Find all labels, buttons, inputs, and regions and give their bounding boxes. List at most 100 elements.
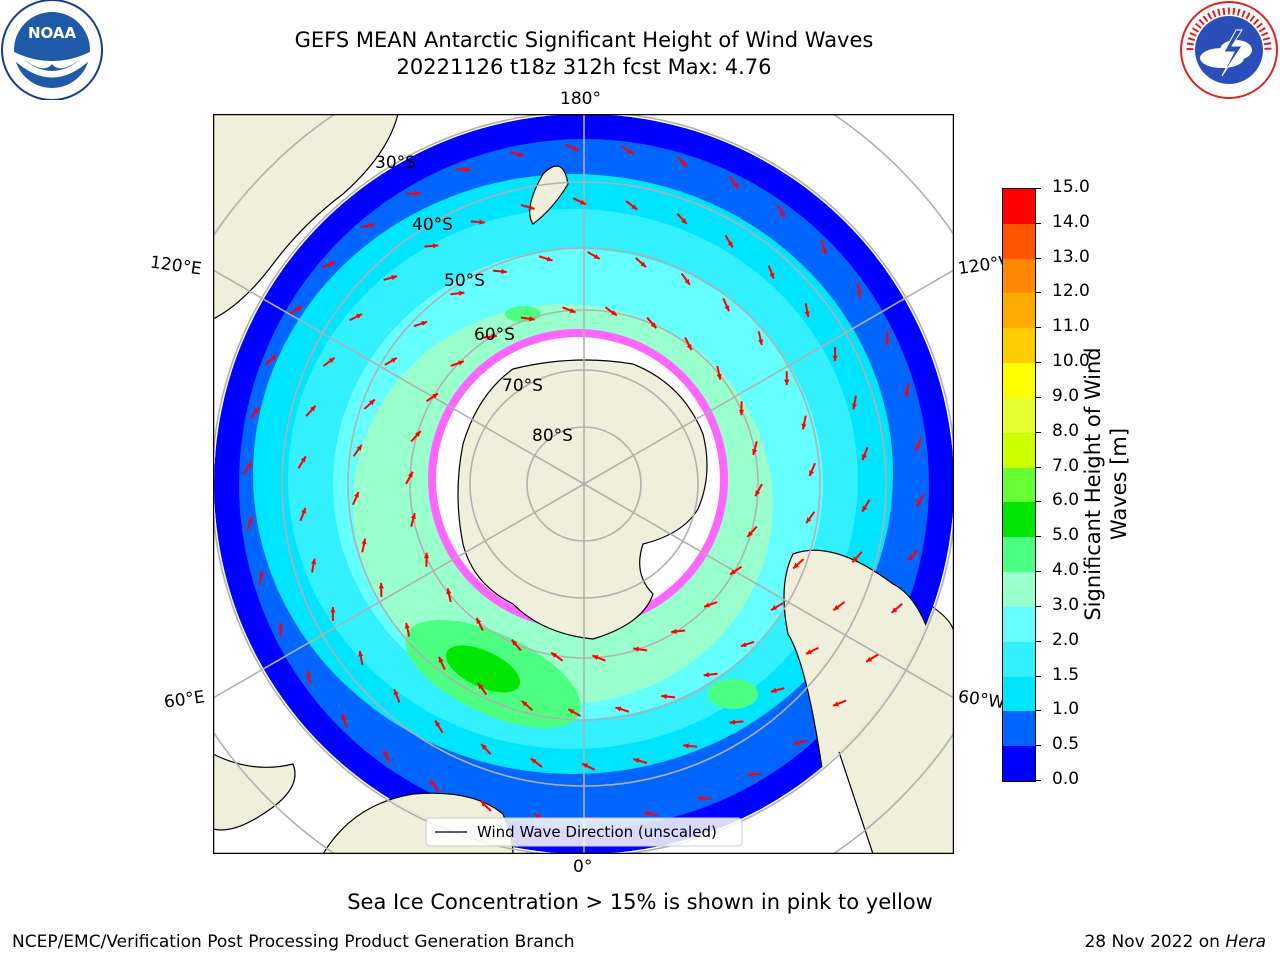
wave-direction-arrowhead [270,355,277,361]
colorbar-tick-mark [1035,571,1041,573]
wave-direction-arrowhead [681,218,687,225]
wave-direction-arrowhead [805,649,812,654]
wave-direction-arrowhead [729,719,736,725]
wave-direction-arrowhead [328,357,335,364]
lat-label-80s: 80°S [532,426,573,446]
wave-direction-arrowhead [410,513,416,519]
colorbar-tick-mark [1035,536,1041,538]
colorbar-segment [1003,502,1035,538]
wave-direction-arrowhead [551,652,558,658]
colorbar-tick-mark [1035,605,1041,607]
map-legend: Wind Wave Direction (unscaled) [425,817,743,847]
wave-direction-arrowhead [610,310,617,316]
wave-direction-arrowhead [253,407,260,414]
colorbar-tick-mark [1035,188,1041,189]
colorbar [1002,188,1036,782]
wave-direction-arrowhead [501,268,507,275]
wave-direction-arrowhead [457,360,464,366]
colorbar-tick-label: 15.0 [1052,177,1090,197]
wave-direction-arrowhead [430,779,436,786]
colorbar-tick-mark [1035,710,1041,712]
wave-direction-arrowhead [393,689,399,696]
wave-direction-arrowhead [832,355,838,362]
wave-direction-arrowhead [806,517,812,524]
wave-direction-arrowhead [747,531,753,537]
wave-direction-arrowhead [851,403,857,410]
wave-direction-arrowhead [916,500,922,507]
colorbar-tick-label: 11.0 [1052,316,1090,337]
wave-direction-arrowhead [341,713,347,720]
wave-direction-arrowhead [703,672,710,678]
wave-direction-arrowhead [356,444,362,451]
wave-direction-arrowhead [732,182,738,189]
lon-label-180: 180° [560,89,601,109]
wave-direction-arrowhead [684,278,690,285]
wave-direction-arrowhead [356,314,363,319]
wave-direction-arrowhead [432,393,439,399]
wave-direction-arrowhead [804,311,810,318]
colorbar-segment [1003,467,1035,503]
wave-direction-arrowhead [592,655,599,660]
colorbar-segment [1003,397,1035,433]
wave-direction-arrowhead [330,606,336,613]
wave-direction-arrowhead [546,256,553,262]
wave-direction-arrowhead [747,771,754,777]
wave-direction-arrowhead [534,813,541,820]
colorbar-tick-mark [1035,745,1041,747]
footer-machine-name: Hera [1225,932,1266,952]
colorbar-tick-mark [1035,327,1041,329]
colorbar-tick-mark [1035,292,1041,294]
noaa-logo-icon: NOAA [0,0,104,101]
wave-direction-arrowhead [353,491,359,498]
colorbar-segment [1003,188,1035,224]
wave-direction-arrowhead [529,316,535,322]
colorbar-segment [1003,641,1035,677]
wave-direction-arrowhead [579,199,586,205]
colorbar-segment [1003,258,1035,294]
wave-direction-arrowhead [301,507,306,514]
wave-direction-arrowhead [361,538,367,545]
wave-direction-arrowhead [631,204,638,210]
chart-subtitle: 20221126 t18z 312h fcst Max: 4.76 [396,55,772,79]
wave-direction-arrowhead [328,261,335,267]
wave-direction-arrowhead [729,569,736,575]
wave-direction-arrowhead [407,471,413,478]
wave-direction-arrowhead [423,552,430,559]
map-frame [212,113,955,855]
wave-direction-arrowhead [404,622,410,629]
wave-direction-arrowhead [793,740,800,746]
colorbar-tick-label: 5.0 [1052,525,1080,546]
wave-direction-arrowhead [464,167,471,173]
wave-direction-arrowhead [866,656,873,662]
wave-direction-arrowhead [414,191,421,197]
wave-direction-arrowhead [491,334,497,340]
colorbar-tick-mark [1035,257,1041,259]
lon-label-0: 0° [573,857,593,877]
wave-direction-arrowhead [415,431,421,437]
wave-direction-arrowhead [368,222,375,228]
wave-direction-arrowhead [615,706,622,712]
chart-title: GEFS MEAN Antarctic Significant Height o… [294,28,874,52]
wave-direction-arrowhead [697,795,704,801]
wave-direction-arrowhead [476,617,482,624]
wave-direction-arrowhead [247,517,253,524]
colorbar-tick-mark [1035,675,1041,677]
wind-wave-direction-arrows [243,143,925,825]
wave-direction-arrowhead [681,161,688,167]
lon-label-120w: 120°W [956,252,1006,280]
wave-direction-arrowhead [521,700,528,707]
lon-label-120e: 120°E [148,252,203,280]
wave-direction-arrowhead [478,683,484,690]
colorbar-tick-label: 9.0 [1052,385,1080,406]
wave-direction-arrowhead [479,219,485,225]
wave-direction-arrowhead [358,650,364,657]
wave-direction-arrowhead [727,241,733,248]
wave-direction-arrowhead [278,622,284,629]
wave-direction-arrowhead [821,248,827,255]
wave-direction-arrowhead [833,701,840,707]
colorbar-segment [1003,572,1035,607]
wave-direction-arrowhead [246,461,252,468]
antarctica-land [457,359,708,640]
wave-direction-arrowhead [650,322,657,329]
wave-direction-arrowhead [572,145,579,151]
